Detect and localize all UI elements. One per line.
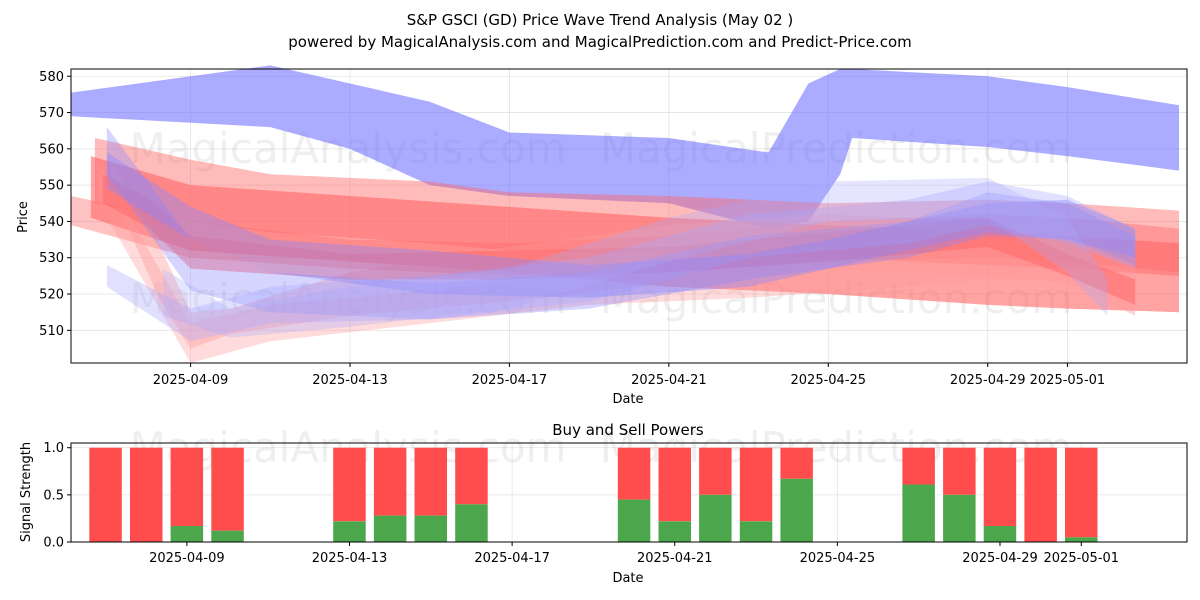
top-x-tick-label: 2025-04-29 [950, 373, 1026, 388]
wave-band [106, 127, 1136, 320]
wave-band [71, 65, 1179, 229]
top-x-axis-label: Date [612, 392, 643, 407]
buy-bar [455, 504, 488, 542]
top-x-tick-label: 2025-04-13 [312, 373, 388, 388]
bottom-x-tick-label: 2025-04-13 [312, 551, 388, 566]
wave-band [102, 174, 1136, 305]
bottom-y-axis-label: Signal Strength [19, 442, 34, 542]
buy-bar [211, 530, 244, 542]
top-y-tick-label: 550 [39, 179, 64, 194]
sell-bar [1065, 447, 1098, 538]
watermark-analysis-middle: MagicalAnalysis.com [130, 274, 567, 323]
top-y-tick-label: 520 [39, 288, 64, 303]
top-y-axis: 510 520 530 540 550 560 570 580 [39, 70, 71, 339]
buy-bar [983, 526, 1017, 542]
top-x-tick-label: 2025-04-21 [631, 373, 707, 388]
top-y-tick-label: 560 [39, 142, 64, 157]
top-x-tick-label: 2025-04-25 [791, 373, 867, 388]
sell-bar [739, 447, 773, 522]
bottom-y-tick-label: 0.5 [43, 488, 64, 503]
buy-bar [699, 494, 732, 542]
sell-bar [414, 447, 447, 516]
wave-band [106, 181, 1136, 342]
sell-bar [89, 447, 122, 542]
sell-bar [902, 447, 935, 485]
sell-bar [1024, 447, 1057, 542]
buy-bar [658, 521, 691, 542]
top-y-axis-label: Price [16, 201, 31, 233]
sell-bar [780, 447, 813, 479]
buy-sell-powers-chart: Buy and Sell Powers MagicalAnalysis.com … [19, 421, 1188, 586]
sell-bar [658, 447, 691, 522]
top-x-tick-label: 2025-04-09 [153, 373, 229, 388]
buy-bar [739, 521, 773, 542]
buy-bar [780, 478, 813, 542]
buy-bar [170, 526, 204, 542]
top-x-axis: 2025-04-09 2025-04-13 2025-04-17 2025-04-21… [153, 363, 1105, 388]
buy-bar [943, 494, 976, 542]
buy-bar [617, 499, 651, 542]
top-y-tick-label: 540 [39, 215, 64, 230]
wave-band [90, 156, 1179, 313]
sell-bar [211, 447, 244, 531]
wave-band [162, 177, 1108, 338]
top-y-tick-label: 570 [39, 106, 64, 121]
top-plot-frame [70, 68, 1188, 364]
bottom-y-tick-label: 0.0 [43, 536, 64, 551]
buy-bar [373, 515, 407, 542]
bottom-x-tick-label: 2025-04-25 [800, 551, 876, 566]
sell-bar [130, 447, 163, 542]
buy-bar [1065, 537, 1098, 542]
sell-bar [943, 447, 976, 495]
sell-bar [373, 447, 407, 516]
bottom-plot-frame [70, 442, 1188, 543]
chart-title: S&P GSCI (GD) Price Wave Trend Analysis … [407, 11, 794, 29]
bottom-x-tick-label: 2025-04-29 [962, 551, 1038, 566]
top-y-tick-label: 530 [39, 251, 64, 266]
sell-bar [617, 447, 651, 500]
top-x-tick-label: 2025-05-01 [1030, 373, 1106, 388]
bottom-chart-title: Buy and Sell Powers [552, 421, 704, 439]
top-x-tick-label: 2025-04-17 [472, 373, 548, 388]
top-y-tick-label: 510 [39, 324, 64, 339]
wave-band [106, 152, 1136, 298]
buy-bar [902, 484, 935, 542]
wave-bands [71, 65, 1179, 363]
sell-bar [455, 447, 488, 505]
bottom-x-tick-label: 2025-04-09 [149, 551, 225, 566]
bottom-y-axis: 0.0 0.5 1.0 [43, 441, 71, 551]
sell-bar [170, 447, 204, 526]
bottom-x-tick-label: 2025-04-17 [474, 551, 550, 566]
buy-bar [414, 515, 447, 542]
bottom-x-tick-label: 2025-05-01 [1044, 551, 1120, 566]
price-wave-chart: MagicalAnalysis.com MagicalPrediction.co… [16, 65, 1188, 407]
bottom-x-tick-label: 2025-04-21 [637, 551, 713, 566]
buy-bar [333, 521, 366, 542]
bottom-y-tick-label: 1.0 [43, 441, 64, 456]
signal-bars [89, 447, 1098, 542]
bottom-x-axis: 2025-04-09 2025-04-13 2025-04-17 2025-04-21… [149, 542, 1119, 566]
top-y-tick-label: 580 [39, 70, 64, 85]
wave-band [98, 163, 1136, 363]
bottom-x-axis-label: Date [612, 571, 643, 586]
sell-bar [983, 447, 1017, 526]
chart-subtitle: powered by MagicalAnalysis.com and Magic… [288, 33, 912, 51]
sell-bar [699, 447, 732, 495]
sell-bar [333, 447, 366, 522]
